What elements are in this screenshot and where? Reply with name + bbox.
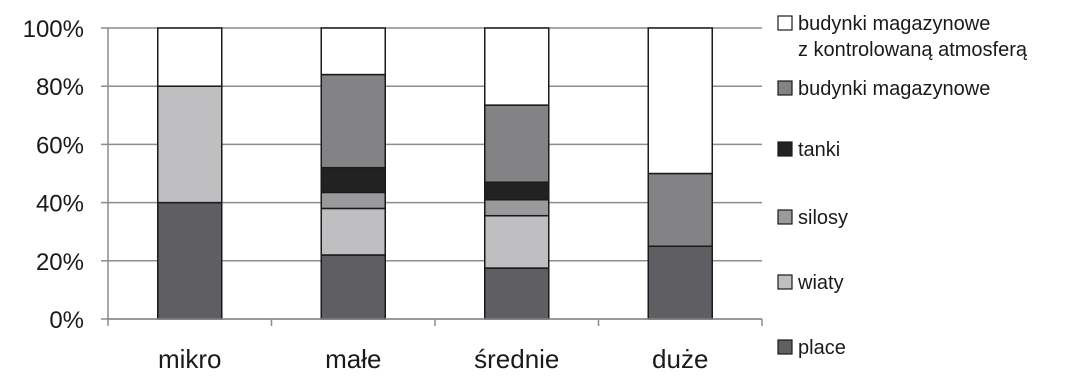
bar-segment <box>320 166 386 194</box>
category-labels: mikro małe średnie duże <box>158 344 708 374</box>
y-tick-label: 0% <box>49 307 84 334</box>
bar-segment <box>320 73 386 169</box>
category-label: duże <box>652 344 708 374</box>
bar-segment <box>484 27 550 106</box>
bar-segment <box>647 245 713 320</box>
y-axis-ticks: 0% 20% 40% 60% 80% 100% <box>23 16 108 334</box>
legend-swatch <box>777 339 793 355</box>
bar-segment <box>320 207 386 256</box>
legend: budynki magazynowe z kontrolowaną atmosfe… <box>777 13 1028 359</box>
legend-label: budynki magazynowe <box>798 78 990 100</box>
bar-segment <box>320 191 386 210</box>
bar-segment <box>647 27 713 175</box>
category-label: mikro <box>158 344 222 374</box>
legend-label: wiaty <box>797 272 844 294</box>
bar-segment <box>320 27 386 76</box>
legend-label: budynki magazynowe <box>798 13 990 35</box>
legend-label: z kontrolowaną atmosferą <box>798 39 1028 61</box>
y-tick-label: 100% <box>23 16 84 43</box>
legend-label: place <box>798 337 846 359</box>
legend-label: silosy <box>798 207 848 229</box>
bar-segment <box>484 267 550 320</box>
legend-swatch <box>777 209 793 225</box>
bar-segment <box>157 85 223 204</box>
x-axis <box>107 28 763 326</box>
category-label: średnie <box>474 344 559 374</box>
bar-segment <box>647 172 713 247</box>
y-tick-label: 40% <box>36 191 84 218</box>
bar-segment <box>320 254 386 320</box>
bar-segment <box>484 181 550 201</box>
y-tick-label: 80% <box>36 74 84 101</box>
legend-label: tanki <box>798 139 840 161</box>
bar-segment <box>484 198 550 217</box>
y-tick-label: 60% <box>36 132 84 159</box>
bar-segment <box>484 214 550 269</box>
bar-segment <box>157 201 223 320</box>
legend-swatch <box>777 274 793 290</box>
bars <box>157 27 713 320</box>
bar-segment <box>157 27 223 87</box>
category-label: małe <box>325 344 381 374</box>
y-tick-label: 20% <box>36 249 84 276</box>
legend-swatch <box>777 15 793 31</box>
legend-swatch <box>777 141 793 157</box>
bar-segment <box>484 104 550 183</box>
legend-swatch <box>777 80 793 96</box>
